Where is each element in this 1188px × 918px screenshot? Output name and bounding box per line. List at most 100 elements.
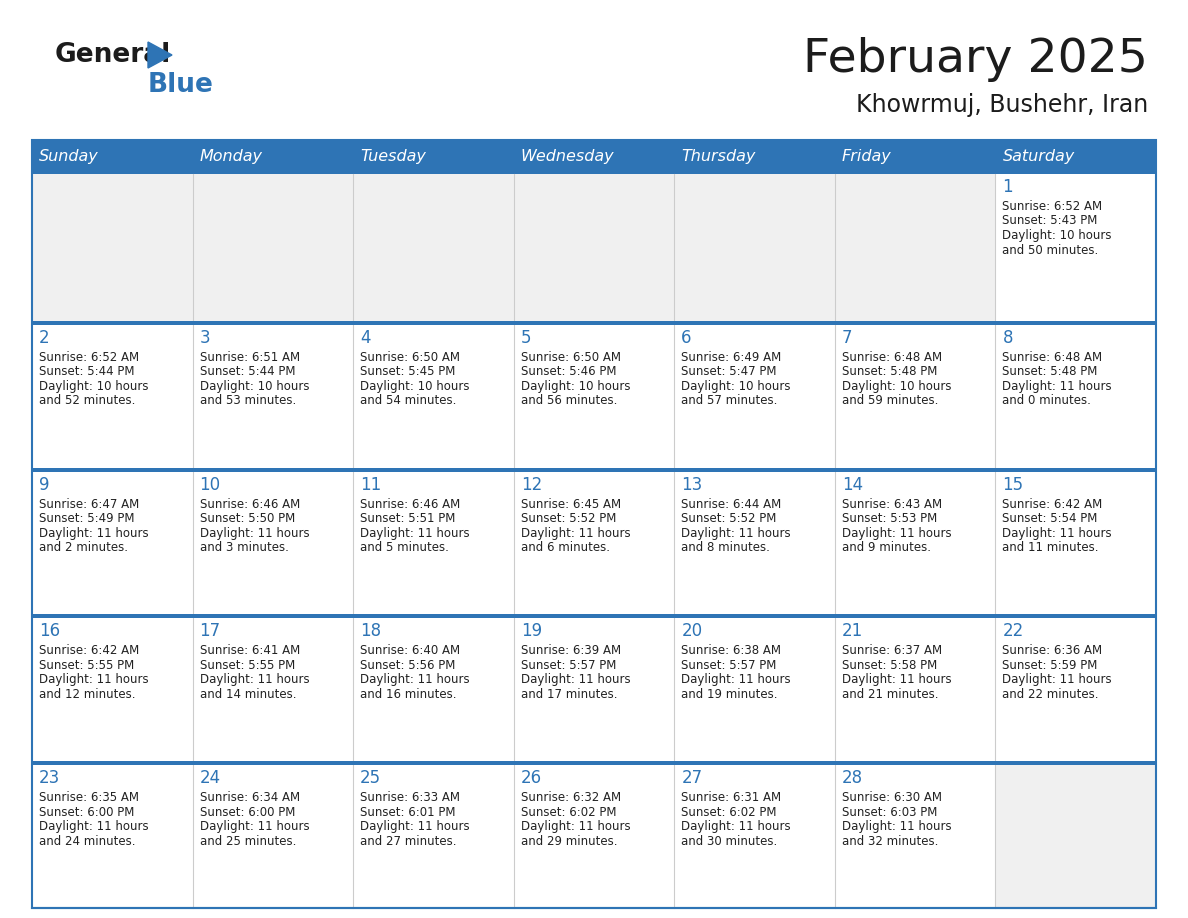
Bar <box>32 761 1156 766</box>
Text: Daylight: 11 hours: Daylight: 11 hours <box>681 820 791 834</box>
Bar <box>192 619 353 761</box>
Text: Friday: Friday <box>842 150 892 164</box>
Text: Sunset: 5:44 PM: Sunset: 5:44 PM <box>200 365 295 378</box>
Bar <box>996 766 1156 908</box>
Text: Sunset: 5:57 PM: Sunset: 5:57 PM <box>681 659 777 672</box>
Text: and 8 minutes.: and 8 minutes. <box>681 541 770 554</box>
Text: 23: 23 <box>39 769 61 788</box>
Text: Sunset: 5:43 PM: Sunset: 5:43 PM <box>1003 215 1098 228</box>
Text: 20: 20 <box>681 622 702 641</box>
Bar <box>32 325 192 467</box>
Bar <box>32 140 192 174</box>
Text: 11: 11 <box>360 476 381 494</box>
Text: 25: 25 <box>360 769 381 788</box>
Text: Daylight: 10 hours: Daylight: 10 hours <box>1003 229 1112 242</box>
Text: and 2 minutes.: and 2 minutes. <box>39 541 128 554</box>
Text: and 12 minutes.: and 12 minutes. <box>39 688 135 701</box>
Text: Sunset: 5:55 PM: Sunset: 5:55 PM <box>39 659 134 672</box>
Text: Sunrise: 6:48 AM: Sunrise: 6:48 AM <box>842 351 942 364</box>
Text: 26: 26 <box>520 769 542 788</box>
Text: Sunset: 5:46 PM: Sunset: 5:46 PM <box>520 365 617 378</box>
Bar <box>353 766 513 908</box>
Text: and 9 minutes.: and 9 minutes. <box>842 541 931 554</box>
Text: Sunset: 5:54 PM: Sunset: 5:54 PM <box>1003 512 1098 525</box>
Text: 15: 15 <box>1003 476 1024 494</box>
Text: 19: 19 <box>520 622 542 641</box>
Bar <box>32 766 192 908</box>
Text: and 50 minutes.: and 50 minutes. <box>1003 243 1099 256</box>
Text: Monday: Monday <box>200 150 263 164</box>
Bar <box>32 614 1156 619</box>
Bar <box>996 174 1156 320</box>
Text: Daylight: 11 hours: Daylight: 11 hours <box>360 674 469 687</box>
Text: and 57 minutes.: and 57 minutes. <box>681 395 778 408</box>
Text: 1: 1 <box>1003 178 1013 196</box>
Text: Daylight: 11 hours: Daylight: 11 hours <box>200 674 309 687</box>
Text: Sunrise: 6:30 AM: Sunrise: 6:30 AM <box>842 791 942 804</box>
Bar <box>996 140 1156 174</box>
Text: and 14 minutes.: and 14 minutes. <box>200 688 296 701</box>
Text: Daylight: 11 hours: Daylight: 11 hours <box>842 820 952 834</box>
Bar <box>32 174 192 320</box>
Text: and 19 minutes.: and 19 minutes. <box>681 688 778 701</box>
Text: Daylight: 11 hours: Daylight: 11 hours <box>520 674 631 687</box>
Text: Sunrise: 6:39 AM: Sunrise: 6:39 AM <box>520 644 621 657</box>
Text: Saturday: Saturday <box>1003 150 1075 164</box>
Text: 8: 8 <box>1003 329 1013 347</box>
Text: and 30 minutes.: and 30 minutes. <box>681 834 777 847</box>
Text: Sunrise: 6:45 AM: Sunrise: 6:45 AM <box>520 498 621 510</box>
Text: Daylight: 11 hours: Daylight: 11 hours <box>360 820 469 834</box>
Text: and 32 minutes.: and 32 minutes. <box>842 834 939 847</box>
Text: Sunday: Sunday <box>39 150 99 164</box>
Text: Daylight: 11 hours: Daylight: 11 hours <box>39 820 148 834</box>
Text: 3: 3 <box>200 329 210 347</box>
Text: Sunset: 6:02 PM: Sunset: 6:02 PM <box>681 806 777 819</box>
Text: Sunrise: 6:42 AM: Sunrise: 6:42 AM <box>39 644 139 657</box>
Bar <box>835 174 996 320</box>
Text: and 22 minutes.: and 22 minutes. <box>1003 688 1099 701</box>
Text: and 24 minutes.: and 24 minutes. <box>39 834 135 847</box>
Text: Sunset: 5:59 PM: Sunset: 5:59 PM <box>1003 659 1098 672</box>
Text: Sunset: 6:00 PM: Sunset: 6:00 PM <box>200 806 295 819</box>
Text: Tuesday: Tuesday <box>360 150 426 164</box>
Bar <box>32 472 192 614</box>
Bar <box>675 174 835 320</box>
Text: Sunset: 5:47 PM: Sunset: 5:47 PM <box>681 365 777 378</box>
Text: 22: 22 <box>1003 622 1024 641</box>
Text: Sunset: 5:57 PM: Sunset: 5:57 PM <box>520 659 617 672</box>
Text: and 29 minutes.: and 29 minutes. <box>520 834 618 847</box>
Bar <box>675 325 835 467</box>
Bar <box>513 140 675 174</box>
Text: Sunrise: 6:35 AM: Sunrise: 6:35 AM <box>39 791 139 804</box>
Text: Sunrise: 6:40 AM: Sunrise: 6:40 AM <box>360 644 460 657</box>
Text: Sunset: 5:52 PM: Sunset: 5:52 PM <box>681 512 777 525</box>
Bar <box>32 320 1156 325</box>
Text: Sunset: 5:48 PM: Sunset: 5:48 PM <box>1003 365 1098 378</box>
Bar <box>675 472 835 614</box>
Text: Daylight: 11 hours: Daylight: 11 hours <box>200 527 309 540</box>
Text: Sunrise: 6:48 AM: Sunrise: 6:48 AM <box>1003 351 1102 364</box>
Text: Daylight: 10 hours: Daylight: 10 hours <box>842 380 952 393</box>
Text: 6: 6 <box>681 329 691 347</box>
Text: Daylight: 11 hours: Daylight: 11 hours <box>39 674 148 687</box>
Text: and 53 minutes.: and 53 minutes. <box>200 395 296 408</box>
Text: Sunrise: 6:47 AM: Sunrise: 6:47 AM <box>39 498 139 510</box>
Text: Sunrise: 6:46 AM: Sunrise: 6:46 AM <box>200 498 299 510</box>
Text: Sunrise: 6:38 AM: Sunrise: 6:38 AM <box>681 644 782 657</box>
Text: Sunset: 5:52 PM: Sunset: 5:52 PM <box>520 512 617 525</box>
Text: Sunset: 6:00 PM: Sunset: 6:00 PM <box>39 806 134 819</box>
Text: Daylight: 10 hours: Daylight: 10 hours <box>39 380 148 393</box>
Text: 18: 18 <box>360 622 381 641</box>
Text: and 3 minutes.: and 3 minutes. <box>200 541 289 554</box>
Text: Daylight: 11 hours: Daylight: 11 hours <box>681 527 791 540</box>
Text: and 16 minutes.: and 16 minutes. <box>360 688 456 701</box>
Text: Sunset: 5:56 PM: Sunset: 5:56 PM <box>360 659 455 672</box>
Text: and 17 minutes.: and 17 minutes. <box>520 688 618 701</box>
Text: 13: 13 <box>681 476 702 494</box>
Bar <box>192 140 353 174</box>
Text: Sunset: 5:51 PM: Sunset: 5:51 PM <box>360 512 455 525</box>
Bar <box>192 325 353 467</box>
Text: Daylight: 11 hours: Daylight: 11 hours <box>360 527 469 540</box>
Text: Sunrise: 6:44 AM: Sunrise: 6:44 AM <box>681 498 782 510</box>
Text: Sunrise: 6:50 AM: Sunrise: 6:50 AM <box>360 351 460 364</box>
